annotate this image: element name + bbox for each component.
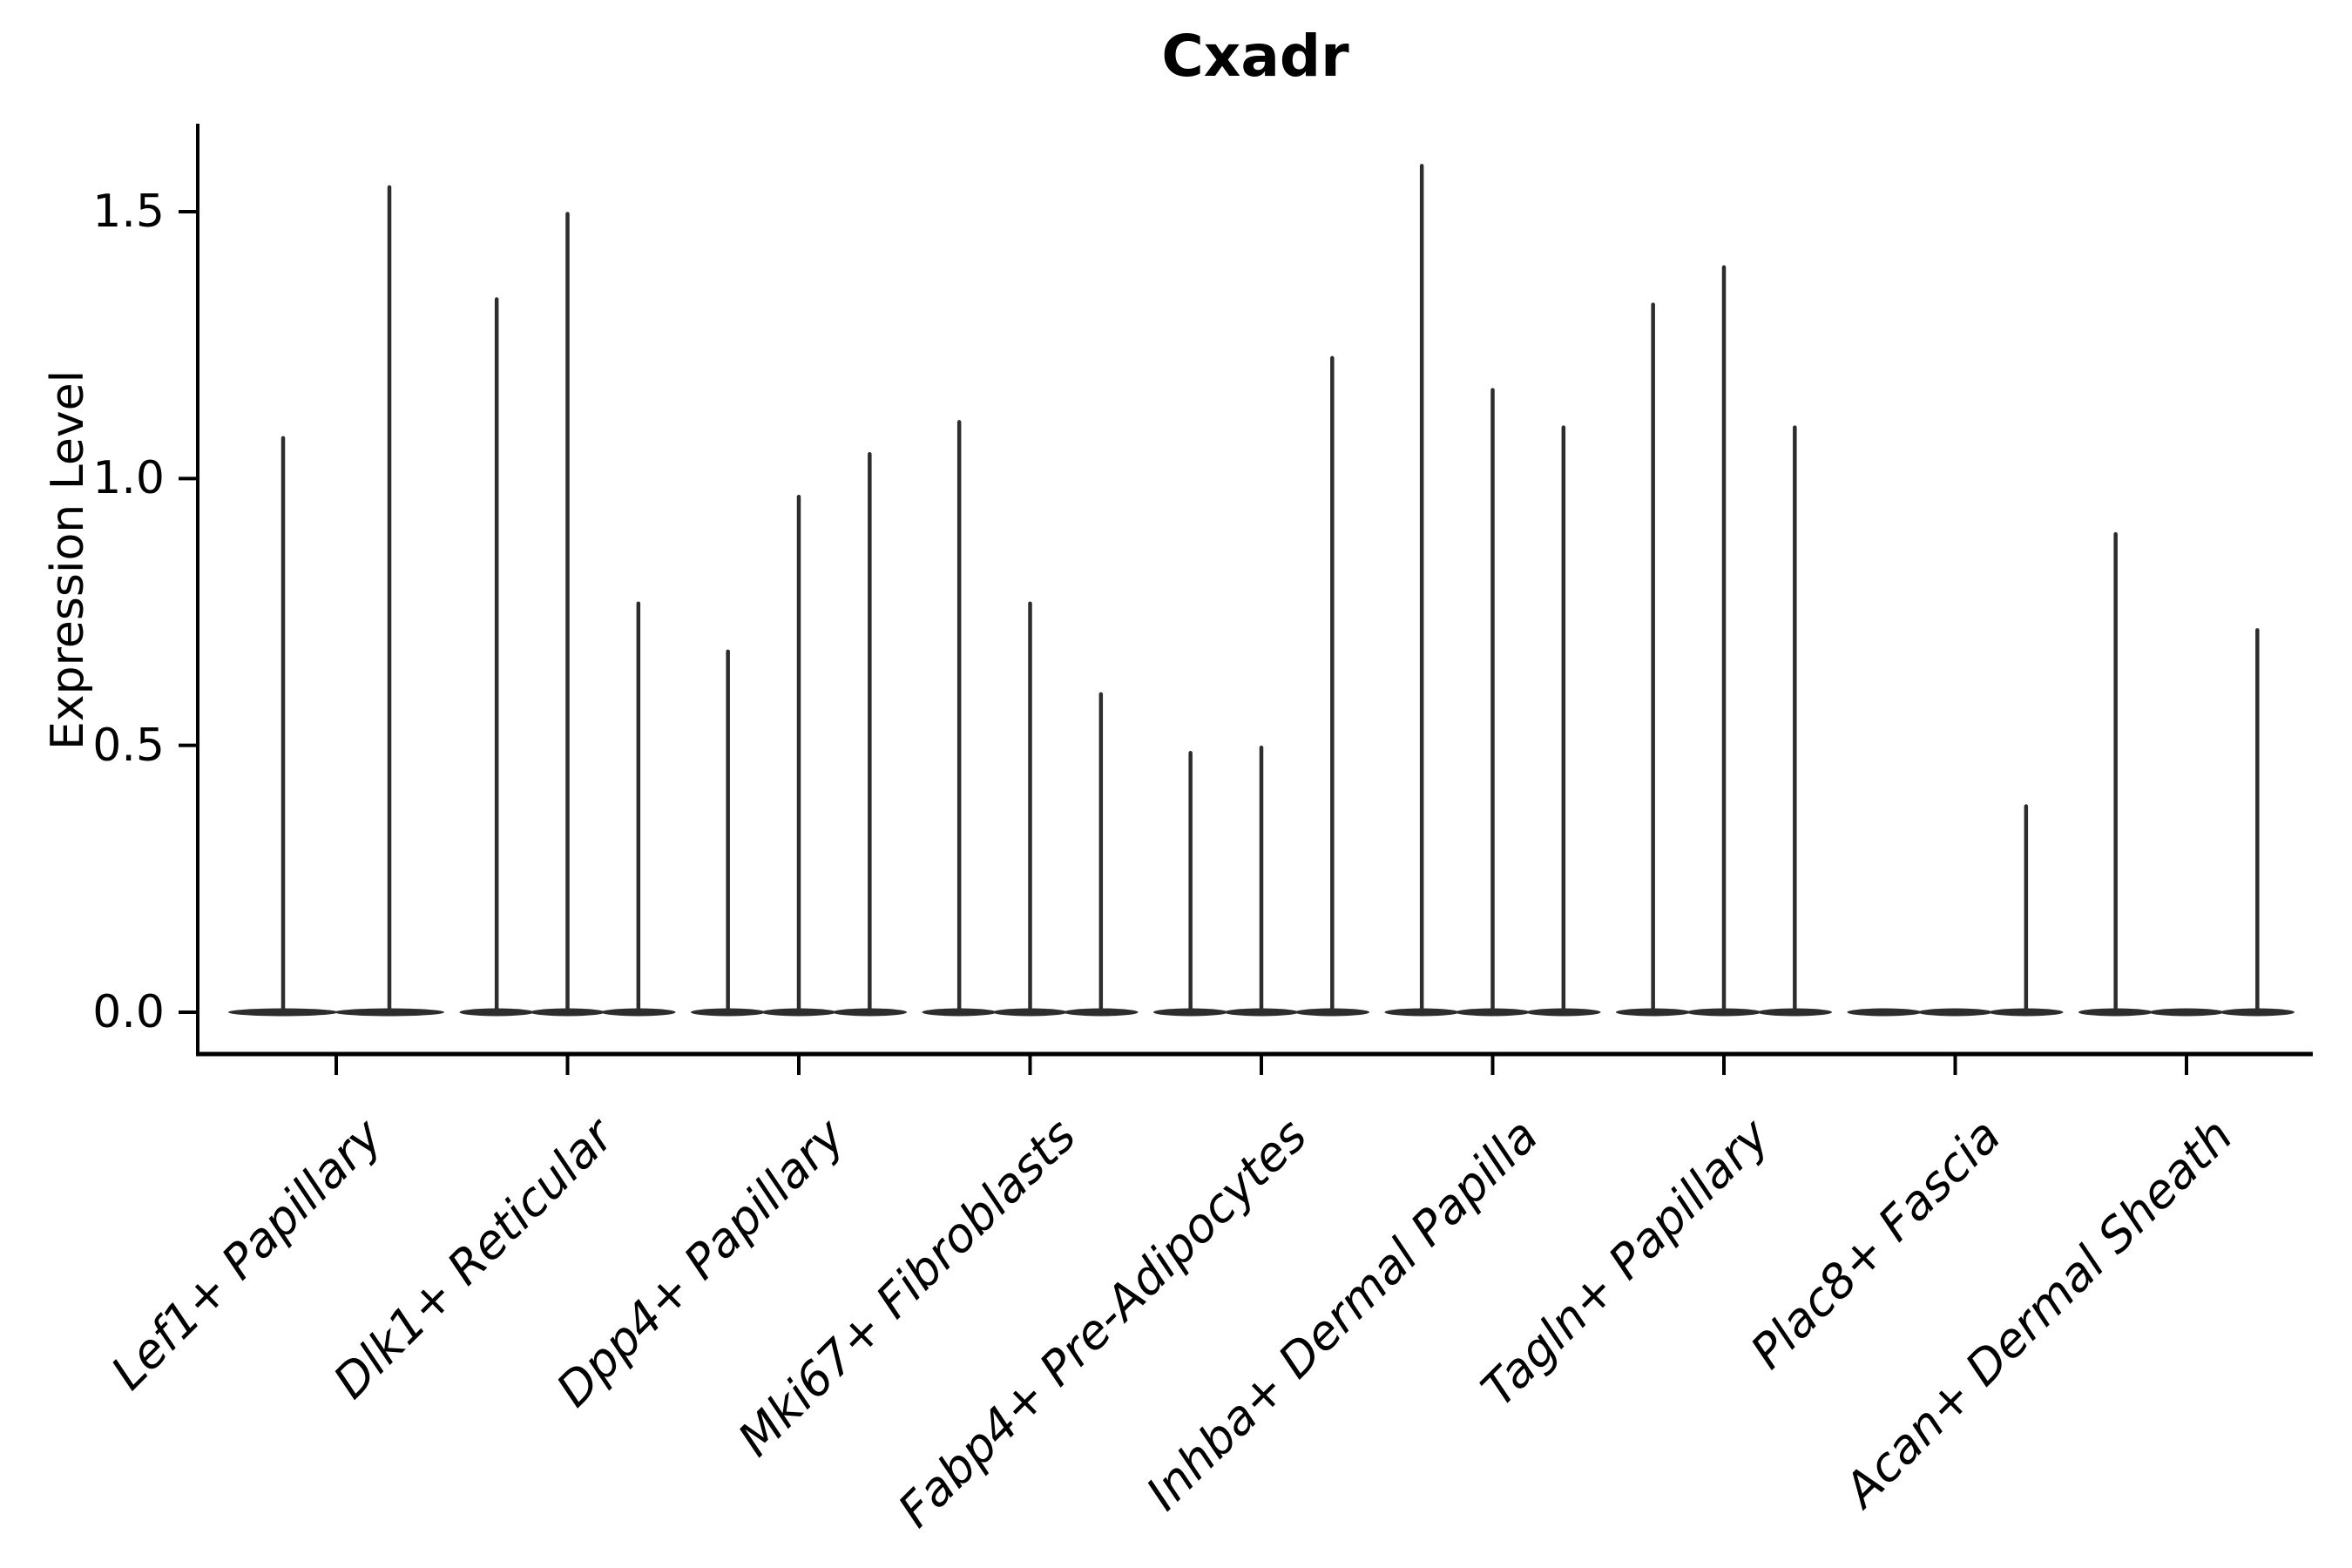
x-tick-label: Inhba+ Dermal Papilla [1136, 1108, 1550, 1521]
violin-base [2149, 1008, 2224, 1017]
violin-base [1917, 1008, 1993, 1017]
y-tick-label: 1.5 [92, 185, 165, 238]
y-axis-label: Expression Level [42, 369, 94, 751]
y-tick-label: 0.5 [92, 719, 165, 772]
y-tick-label: 1.0 [92, 452, 165, 505]
x-tick-label: Fabp4+ Pre-Adipocytes [888, 1108, 1318, 1538]
y-tick-label: 0.0 [92, 986, 165, 1038]
chart-title: Cxadr [1161, 23, 1349, 90]
x-tick-label: Plac8+ Fascia [1740, 1108, 2012, 1380]
violin-base [1847, 1008, 1922, 1017]
plot-area [179, 124, 2313, 1075]
x-tick-label: Acan+ Dermal Sheath [1833, 1108, 2243, 1517]
